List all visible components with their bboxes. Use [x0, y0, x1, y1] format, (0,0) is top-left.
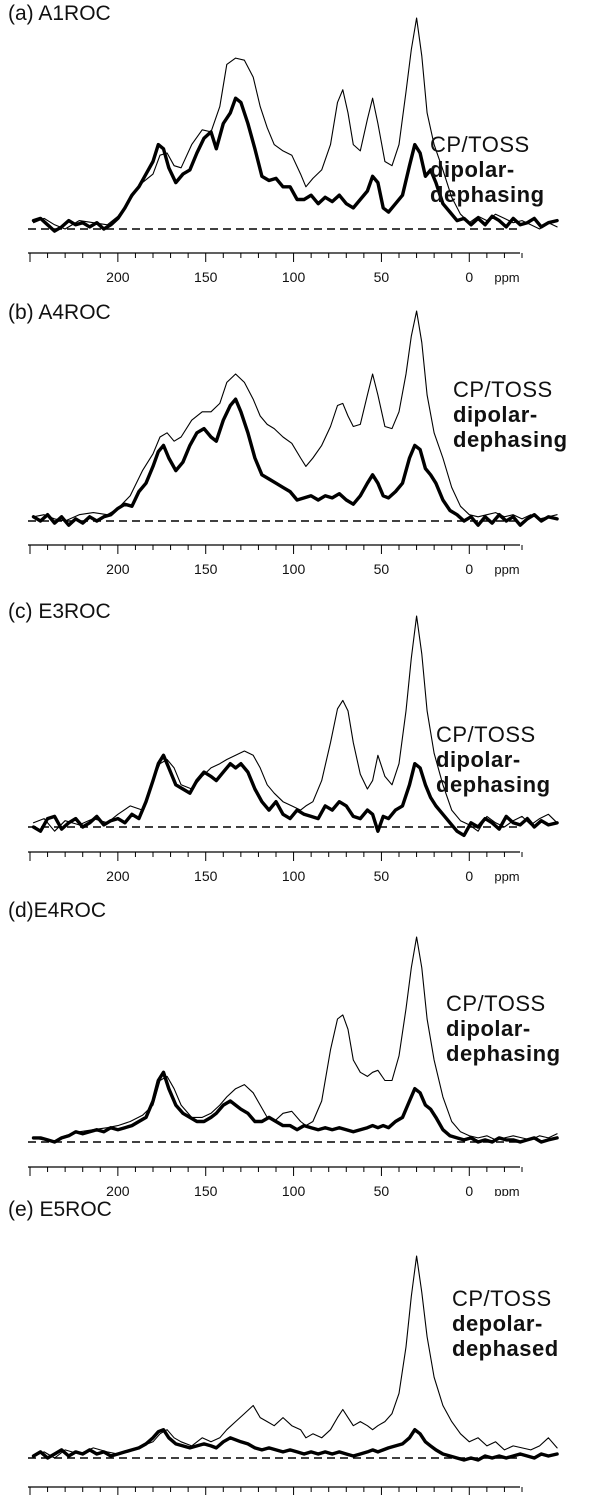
series-line-dephasing	[31, 397, 559, 527]
tick-label: 150	[194, 561, 218, 577]
panel-d: (d)E4ROC 200 150 100 50 0 ppm CP/TOSS dipolar…	[0, 897, 595, 1196]
tick-label: 100	[282, 1183, 306, 1196]
spectrum-plot: 200 150 100 50 0 ppm	[28, 17, 559, 285]
tick-label: 0	[465, 561, 473, 577]
label-line-3: dephasing	[436, 772, 551, 797]
tick-label: 0	[465, 1183, 473, 1196]
tick-label: 200	[106, 561, 130, 577]
label-line-1: CP/TOSS	[453, 377, 553, 402]
label-line-1: CP/TOSS	[436, 722, 536, 747]
spectrum-plot: 200 150 100 50 0 ppm	[28, 310, 559, 577]
tick-label: 200	[106, 269, 130, 285]
label-line-1: CP/TOSS	[452, 1286, 552, 1311]
label-line-1: CP/TOSS	[446, 991, 546, 1016]
spectrum-label: CP/TOSS dipolar- dephasing	[453, 377, 568, 452]
label-line-2: dipolar-	[453, 402, 538, 427]
tick-label: 100	[282, 269, 306, 285]
label-line-3: dephasing	[430, 182, 545, 207]
label-line-3: dephased	[452, 1336, 559, 1361]
label-line-1: CP/TOSS	[430, 132, 530, 157]
tick-label: 0	[465, 868, 473, 884]
unit-label: ppm	[494, 1184, 519, 1196]
tick-label: 50	[374, 269, 390, 285]
label-line-2: dipolar-	[430, 157, 515, 182]
tick-label: 100	[282, 868, 306, 884]
panel-title: (b) A4ROC	[8, 301, 111, 324]
tick-label: 0	[465, 269, 473, 285]
spectrum-label: CP/TOSS dipolar- dephasing	[430, 132, 545, 207]
series-line-dephasing	[31, 753, 559, 838]
panel-title: (e) E5ROC	[8, 1198, 112, 1221]
unit-label: ppm	[494, 270, 519, 285]
tick-label: 150	[194, 868, 218, 884]
panel-b: (b) A4ROC 200 150 100 50 0 ppm CP/TOSS dipola…	[0, 299, 595, 598]
unit-label: ppm	[494, 562, 519, 577]
tick-label: 100	[282, 561, 306, 577]
label-line-2: depolar-	[452, 1311, 543, 1336]
panel-a: (a) A1ROC 200 150 100 50 0 ppm CP/TOSS dipola…	[0, 0, 595, 299]
tick-label: 50	[374, 868, 390, 884]
spectrum-plot: 200 150 100 50 0 ppm	[28, 936, 559, 1196]
unit-label: ppm	[494, 869, 519, 884]
panel-title: (d)E4ROC	[8, 899, 107, 922]
panel-title: (a) A1ROC	[8, 2, 111, 25]
label-line-2: dipolar-	[436, 747, 521, 772]
tick-label: 150	[194, 1183, 218, 1196]
spectrum-label: CP/TOSS dipolar- dephasing	[436, 722, 551, 797]
spectrum-label: CP/TOSS depolar- dephased	[452, 1286, 559, 1361]
label-line-3: dephasing	[453, 427, 568, 452]
tick-label: 50	[374, 561, 390, 577]
tick-label: 200	[106, 1183, 130, 1196]
tick-label: 200	[106, 868, 130, 884]
spectrum-plot: 200 150 100 50 0 ppm	[28, 615, 559, 884]
series-line-cp-toss	[32, 1255, 558, 1459]
tick-label: 150	[194, 269, 218, 285]
tick-label: 50	[374, 1183, 390, 1196]
series-line-dephasing	[31, 1070, 559, 1144]
label-line-3: dephasing	[446, 1041, 561, 1066]
panel-title: (c) E3ROC	[8, 600, 111, 623]
series-line-dephasing	[31, 1428, 559, 1462]
spectrum-label: CP/TOSS dipolar- dephasing	[446, 991, 561, 1066]
series-line-dephasing	[31, 96, 559, 233]
panel-c: (c) E3ROC 200 150 100 50 0 ppm CP/TOSS dipola…	[0, 598, 595, 897]
series-line-cp-toss	[32, 310, 558, 522]
label-line-2: dipolar-	[446, 1016, 531, 1041]
